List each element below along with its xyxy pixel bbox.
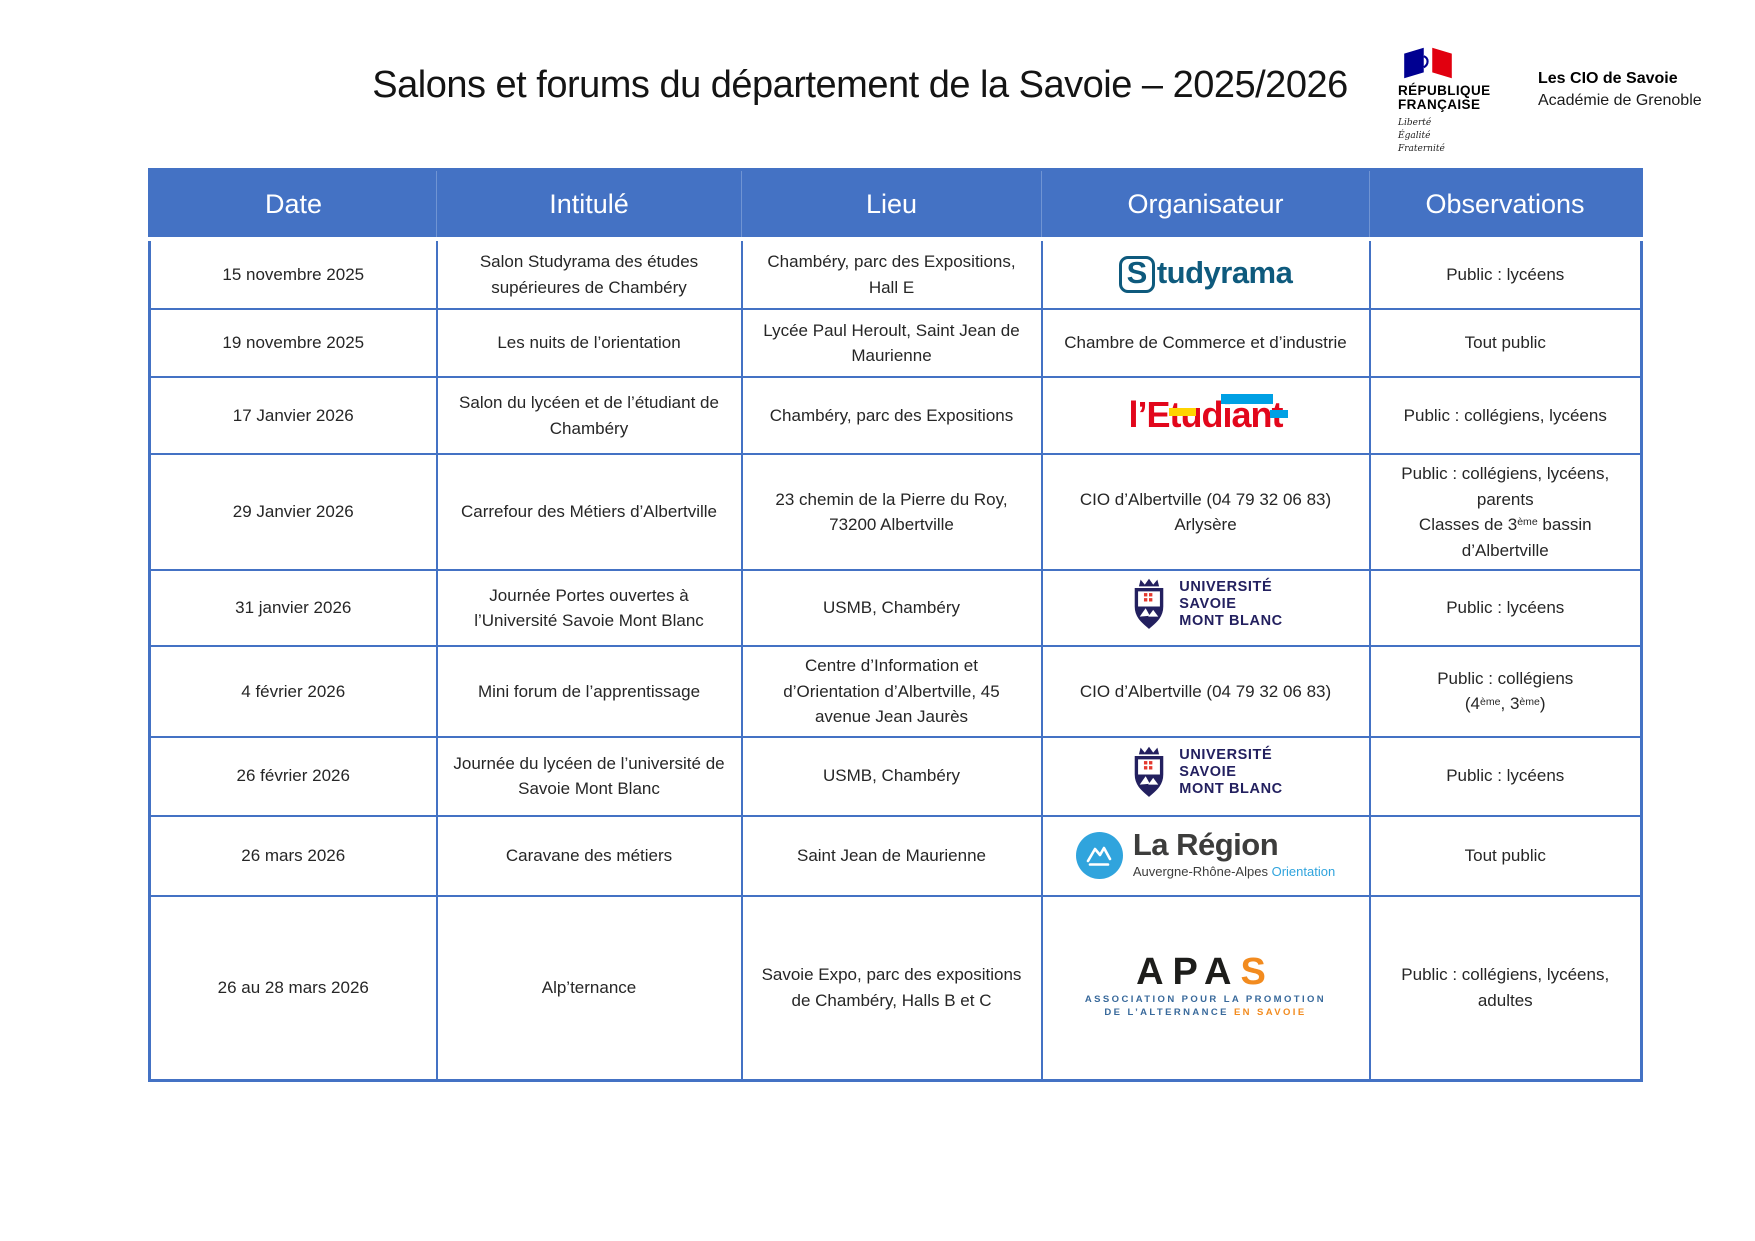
events-table-container: Date Intitulé Lieu Organisateur Observat… [148, 168, 1643, 1082]
cell-observations: Public : lycéens [1368, 569, 1643, 647]
usmb-logo: UNIVERSITÉ SAVOIE MONT BLANC [1128, 745, 1282, 799]
header-cell-intitule: Intitulé [436, 169, 742, 241]
cell-lieu: Centre d’Information et d’Orientation d’… [740, 645, 1043, 738]
table-row: 26 au 28 mars 2026 Alp’ternance Savoie E… [148, 894, 1643, 1081]
cell-lieu: Savoie Expo, parc des expositions de Cha… [740, 894, 1043, 1081]
table-row: 19 novembre 2025 Les nuits de l’orientat… [148, 308, 1643, 378]
table-row: 4 février 2026 Mini forum de l’apprentis… [148, 645, 1643, 738]
cell-lieu: 23 chemin de la Pierre du Roy, 73200 Alb… [740, 453, 1043, 571]
francaise-label: FRANÇAISE [1398, 97, 1481, 113]
cell-lieu: Chambéry, parc des Expositions [740, 376, 1043, 455]
usmb-logo: UNIVERSITÉ SAVOIE MONT BLANC [1128, 577, 1282, 631]
cell-observations: Tout public [1368, 308, 1643, 378]
french-flag-icon [1404, 47, 1452, 79]
cell-date: 29 Janvier 2026 [148, 453, 438, 571]
cell-intitule: Carrefour des Métiers d’Albertville [435, 453, 743, 571]
cell-organisateur: CIO d’Albertville (04 79 32 06 83) [1040, 645, 1371, 738]
letudiant-blue-small-mark-icon [1269, 409, 1288, 418]
cell-date: 4 février 2026 [148, 645, 438, 738]
header-cell-organisateur: Organisateur [1041, 169, 1370, 241]
laregion-logo: La Région Auvergne-Rhône-Alpes Orientati… [1075, 829, 1335, 882]
usmb-shield-icon [1134, 579, 1164, 630]
cell-lieu: Lycée Paul Heroult, Saint Jean de Maurie… [740, 308, 1043, 378]
header-cell-date: Date [149, 169, 437, 241]
table-row: 17 Janvier 2026 Salon du lycéen et de l’… [148, 376, 1643, 455]
header-cell-observations: Observations [1369, 169, 1642, 241]
cell-observations: Public : lycéens [1368, 735, 1643, 817]
liberte-egalite-fraternite: Liberté Égalité Fraternité [1398, 118, 1445, 155]
cell-observations: Public : collégiens, lycéens, adultes [1368, 894, 1643, 1081]
cell-date: 17 Janvier 2026 [148, 376, 438, 455]
cell-observations: Public : collégiens, lycéens, parents Cl… [1368, 453, 1643, 571]
cell-intitule: Alp’ternance [435, 894, 743, 1081]
cio-identity: Les CIO de Savoie Académie de Grenoble [1538, 70, 1702, 110]
cell-date: 19 novembre 2025 [148, 308, 438, 378]
cell-organisateur: APAS ASSOCIATION POUR LA PROMOTION DE L’… [1040, 894, 1371, 1081]
cell-lieu: USMB, Chambéry [740, 735, 1043, 817]
cell-organisateur: CIO d’Albertville (04 79 32 06 83) Arlys… [1040, 453, 1371, 571]
cell-intitule: Caravane des métiers [435, 814, 743, 897]
cell-date: 31 janvier 2026 [148, 569, 438, 647]
table-row: 31 janvier 2026 Journée Portes ouvertes … [148, 569, 1643, 647]
apas-logo: APAS ASSOCIATION POUR LA PROMOTION DE L’… [1084, 950, 1327, 1018]
header-cell-lieu: Lieu [741, 169, 1042, 241]
cell-organisateur: La Région Auvergne-Rhône-Alpes Orientati… [1040, 814, 1371, 897]
cell-organisateur: l’Etudiant [1040, 376, 1371, 455]
cell-observations: Public : collégiens, lycéens [1368, 376, 1643, 455]
cell-lieu: USMB, Chambéry [740, 569, 1043, 647]
cell-date: 26 au 28 mars 2026 [148, 894, 438, 1081]
cell-date: 26 mars 2026 [148, 814, 438, 897]
cell-intitule: Mini forum de l’apprentissage [435, 645, 743, 738]
usmb-shield-icon [1134, 747, 1164, 798]
cell-intitule: Journée Portes ouvertes à l’Université S… [435, 569, 743, 647]
cell-intitule: Journée du lycéen de l’université de Sav… [435, 735, 743, 817]
republique-label: RÉPUBLIQUE [1398, 83, 1491, 98]
cell-lieu: Saint Jean de Maurienne [740, 814, 1043, 897]
page-title: Salons et forums du département de la Sa… [372, 64, 1348, 106]
letudiant-blue-mark-icon [1220, 393, 1273, 404]
cell-organisateur: UNIVERSITÉ SAVOIE MONT BLANC [1040, 735, 1371, 817]
events-table: Date Intitulé Lieu Organisateur Observat… [148, 168, 1643, 1082]
table-row: 26 mars 2026 Caravane des métiers Saint … [148, 814, 1643, 897]
republique-francaise-logo: RÉPUBLIQUE FRANÇAISE Liberté Égalité Fra… [1398, 46, 1508, 156]
letudiant-logo: l’Etudiant [1129, 393, 1288, 433]
cell-intitule: Salon Studyrama des études supérieures d… [435, 238, 743, 310]
laregion-mountain-icon [1075, 832, 1123, 879]
cell-observations: Public : lycéens [1368, 238, 1643, 310]
letudiant-yellow-mark-icon [1168, 407, 1196, 416]
cell-intitule: Salon du lycéen et de l’étudiant de Cham… [435, 376, 743, 455]
cell-observations: Tout public [1368, 814, 1643, 897]
academie-name: Académie de Grenoble [1538, 92, 1702, 109]
cell-intitule: Les nuits de l’orientation [435, 308, 743, 378]
table-row: 29 Janvier 2026 Carrefour des Métiers d’… [148, 453, 1643, 571]
cell-date: 26 février 2026 [148, 735, 438, 817]
cell-lieu: Chambéry, parc des Expositions, Hall E [740, 238, 1043, 310]
header-branding: RÉPUBLIQUE FRANÇAISE Liberté Égalité Fra… [1398, 46, 1702, 156]
cell-observations: Public : collégiens (4ème, 3ème) [1368, 645, 1643, 738]
cio-name: Les CIO de Savoie [1538, 70, 1678, 87]
cell-date: 15 novembre 2025 [148, 238, 438, 310]
cell-organisateur: UNIVERSITÉ SAVOIE MONT BLANC [1040, 569, 1371, 647]
table-row: 15 novembre 2025 Salon Studyrama des étu… [148, 238, 1643, 310]
header-row: Date Intitulé Lieu Organisateur Observat… [149, 169, 1642, 241]
cell-organisateur: Chambre de Commerce et d’industrie [1040, 308, 1371, 378]
table-row: 26 février 2026 Journée du lycéen de l’u… [148, 735, 1643, 817]
